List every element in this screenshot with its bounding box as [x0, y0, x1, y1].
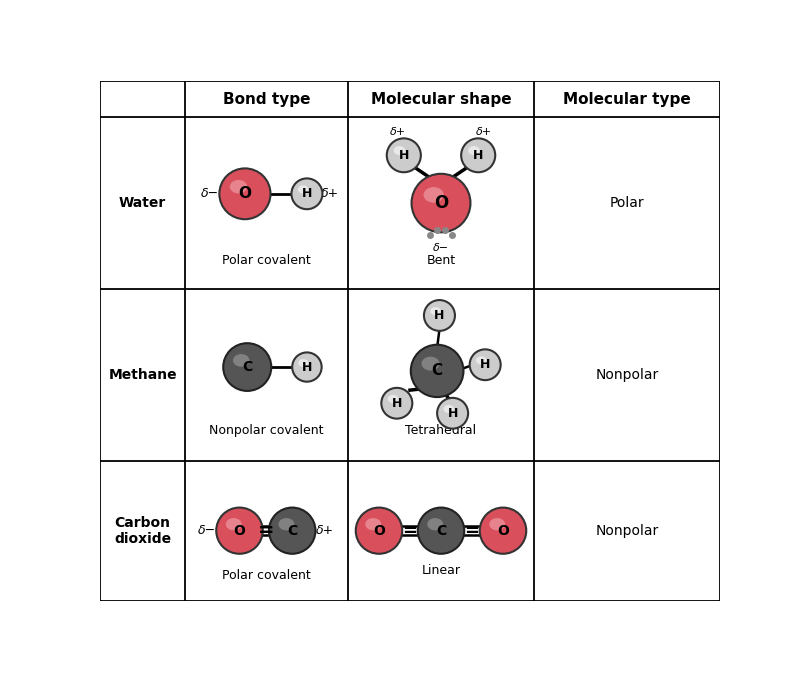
Circle shape	[216, 508, 262, 554]
Text: =: =	[465, 522, 479, 540]
Text: Nonpolar: Nonpolar	[595, 368, 658, 382]
Text: δ−: δ−	[201, 187, 219, 200]
Circle shape	[223, 343, 271, 391]
Text: Methane: Methane	[108, 368, 177, 382]
Text: =: =	[258, 521, 274, 540]
Text: δ+: δ+	[321, 187, 339, 200]
Text: Bent: Bent	[426, 254, 455, 267]
Circle shape	[292, 352, 322, 381]
Circle shape	[410, 345, 463, 397]
Circle shape	[437, 398, 468, 429]
Circle shape	[382, 388, 412, 418]
Ellipse shape	[476, 356, 486, 365]
Text: O: O	[234, 524, 246, 538]
Text: Polar covalent: Polar covalent	[222, 569, 311, 582]
Text: Polar: Polar	[610, 196, 644, 210]
Text: H: H	[447, 407, 458, 420]
Text: Molecular type: Molecular type	[563, 92, 691, 107]
Ellipse shape	[366, 518, 381, 531]
Ellipse shape	[278, 518, 294, 531]
Circle shape	[461, 138, 495, 172]
Text: H: H	[434, 309, 445, 322]
Text: H: H	[392, 397, 402, 410]
Text: H: H	[480, 358, 490, 371]
Text: Tetrahedral: Tetrahedral	[406, 424, 477, 437]
Text: Molecular shape: Molecular shape	[370, 92, 511, 107]
Text: δ+: δ+	[476, 127, 493, 137]
Text: δ+: δ+	[390, 127, 406, 137]
Circle shape	[411, 173, 470, 232]
Ellipse shape	[388, 395, 398, 403]
Ellipse shape	[430, 307, 441, 315]
Text: δ−: δ−	[198, 524, 216, 537]
Text: H: H	[398, 148, 409, 162]
Text: Water: Water	[119, 196, 166, 210]
Ellipse shape	[233, 354, 250, 367]
Text: H: H	[302, 360, 312, 373]
Text: Nonpolar covalent: Nonpolar covalent	[210, 424, 324, 437]
Ellipse shape	[230, 180, 247, 194]
Circle shape	[418, 508, 464, 554]
Circle shape	[269, 508, 315, 554]
Ellipse shape	[468, 146, 480, 155]
Text: O: O	[238, 186, 251, 201]
Text: C: C	[431, 363, 442, 379]
Text: C: C	[436, 524, 446, 538]
Circle shape	[356, 508, 402, 554]
Circle shape	[291, 178, 322, 209]
Circle shape	[219, 168, 270, 219]
Text: O: O	[434, 194, 448, 212]
Text: O: O	[373, 524, 385, 538]
Text: H: H	[473, 148, 483, 162]
Text: =: =	[402, 522, 418, 540]
Text: Nonpolar: Nonpolar	[595, 524, 658, 538]
Ellipse shape	[427, 518, 443, 531]
Text: C: C	[287, 524, 298, 538]
Text: H: H	[302, 187, 312, 200]
Ellipse shape	[226, 518, 242, 531]
Text: C: C	[242, 360, 252, 374]
Text: O: O	[497, 524, 509, 538]
Ellipse shape	[422, 356, 439, 371]
Circle shape	[386, 138, 421, 172]
Text: Carbon
dioxide: Carbon dioxide	[114, 516, 171, 546]
Circle shape	[470, 350, 501, 380]
Ellipse shape	[490, 518, 505, 531]
Circle shape	[424, 300, 455, 331]
Ellipse shape	[443, 405, 454, 413]
Text: Linear: Linear	[422, 564, 461, 577]
Text: Polar covalent: Polar covalent	[222, 254, 311, 267]
Text: δ+: δ+	[316, 524, 334, 537]
Ellipse shape	[298, 186, 308, 194]
Ellipse shape	[298, 359, 308, 367]
Text: Bond type: Bond type	[223, 92, 310, 107]
Circle shape	[480, 508, 526, 554]
Text: δ−: δ−	[433, 243, 449, 252]
Ellipse shape	[394, 146, 406, 155]
Ellipse shape	[423, 187, 444, 202]
